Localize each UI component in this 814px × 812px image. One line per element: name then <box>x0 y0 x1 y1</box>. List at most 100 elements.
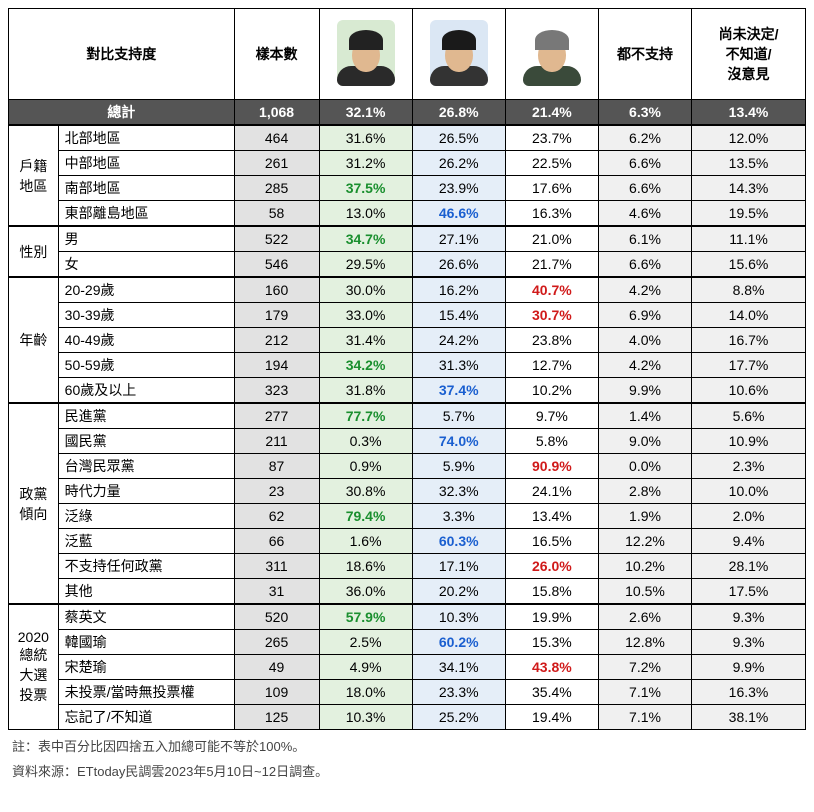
cell-none: 2.8% <box>598 479 691 504</box>
cell-c1: 0.3% <box>319 429 412 454</box>
table-row: 50-59歲19434.2%31.3%12.7%4.2%17.7% <box>9 353 806 378</box>
footnote-1: 註：表中百分比因四捨五入加總可能不等於100%。 <box>8 736 806 755</box>
cell-none: 4.2% <box>598 277 691 303</box>
cell-sample: 31 <box>234 579 319 605</box>
cell-c3: 19.4% <box>505 705 598 730</box>
table-row: 中部地區26131.2%26.2%22.5%6.6%13.5% <box>9 151 806 176</box>
cell-undecided: 9.3% <box>692 630 806 655</box>
cell-c2: 17.1% <box>412 554 505 579</box>
cell-sample: 265 <box>234 630 319 655</box>
cell-c1: 79.4% <box>319 504 412 529</box>
cell-c2: 60.2% <box>412 630 505 655</box>
cell-c3: 13.4% <box>505 504 598 529</box>
cell-c1: 37.5% <box>319 176 412 201</box>
header-candidate-1 <box>319 9 412 100</box>
cell-undecided: 19.5% <box>692 201 806 227</box>
cell-sample: 261 <box>234 151 319 176</box>
cell-c3: 15.3% <box>505 630 598 655</box>
cell-undecided: 9.3% <box>692 604 806 630</box>
table-row: 戶籍 地區北部地區46431.6%26.5%23.7%6.2%12.0% <box>9 125 806 151</box>
cell-c1: 30.0% <box>319 277 412 303</box>
row-label: 未投票/當時無投票權 <box>58 680 234 705</box>
cell-c3: 15.8% <box>505 579 598 605</box>
group-label: 政黨 傾向 <box>9 403 59 604</box>
avatar-1 <box>337 20 395 86</box>
cell-undecided: 13.5% <box>692 151 806 176</box>
header-main: 對比支持度 <box>9 9 235 100</box>
cell-none: 7.1% <box>598 705 691 730</box>
cell-c3: 43.8% <box>505 655 598 680</box>
cell-c1: 31.4% <box>319 328 412 353</box>
cell-sample: 49 <box>234 655 319 680</box>
cell-c2: 46.6% <box>412 201 505 227</box>
cell-c2: 34.1% <box>412 655 505 680</box>
cell-undecided: 16.7% <box>692 328 806 353</box>
cell-c1: 31.2% <box>319 151 412 176</box>
cell-c2: 3.3% <box>412 504 505 529</box>
cell-undecided: 14.0% <box>692 303 806 328</box>
cell-c3: 21.0% <box>505 226 598 252</box>
cell-none: 9.9% <box>598 378 691 404</box>
cell-c3: 5.8% <box>505 429 598 454</box>
total-label: 總計 <box>9 100 235 126</box>
cell-undecided: 12.0% <box>692 125 806 151</box>
table-row: 宋楚瑜494.9%34.1%43.8%7.2%9.9% <box>9 655 806 680</box>
cell-none: 1.9% <box>598 504 691 529</box>
cell-sample: 323 <box>234 378 319 404</box>
cell-c3: 17.6% <box>505 176 598 201</box>
row-label: 忘記了/不知道 <box>58 705 234 730</box>
table-row: 不支持任何政黨31118.6%17.1%26.0%10.2%28.1% <box>9 554 806 579</box>
row-label: 時代力量 <box>58 479 234 504</box>
cell-c3: 90.9% <box>505 454 598 479</box>
cell-c2: 26.2% <box>412 151 505 176</box>
total-sample: 1,068 <box>234 100 319 126</box>
cell-c3: 23.7% <box>505 125 598 151</box>
table-row: 女54629.5%26.6%21.7%6.6%15.6% <box>9 252 806 278</box>
table-row: 40-49歲21231.4%24.2%23.8%4.0%16.7% <box>9 328 806 353</box>
cell-c3: 40.7% <box>505 277 598 303</box>
cell-sample: 277 <box>234 403 319 429</box>
cell-c3: 19.9% <box>505 604 598 630</box>
cell-sample: 522 <box>234 226 319 252</box>
cell-sample: 58 <box>234 201 319 227</box>
cell-undecided: 9.9% <box>692 655 806 680</box>
row-label: 韓國瑜 <box>58 630 234 655</box>
header-candidate-3 <box>505 9 598 100</box>
cell-undecided: 10.9% <box>692 429 806 454</box>
cell-none: 10.5% <box>598 579 691 605</box>
cell-none: 9.0% <box>598 429 691 454</box>
table-row: 2020 總統 大選 投票蔡英文52057.9%10.3%19.9%2.6%9.… <box>9 604 806 630</box>
cell-c1: 13.0% <box>319 201 412 227</box>
cell-sample: 62 <box>234 504 319 529</box>
cell-undecided: 17.7% <box>692 353 806 378</box>
cell-undecided: 2.3% <box>692 454 806 479</box>
row-label: 宋楚瑜 <box>58 655 234 680</box>
table-body: 總計1,06832.1%26.8%21.4%6.3%13.4%戶籍 地區北部地區… <box>9 100 806 730</box>
table-row: 性別男52234.7%27.1%21.0%6.1%11.1% <box>9 226 806 252</box>
cell-c2: 15.4% <box>412 303 505 328</box>
cell-c2: 23.3% <box>412 680 505 705</box>
cell-c1: 34.2% <box>319 353 412 378</box>
row-label: 女 <box>58 252 234 278</box>
cell-undecided: 9.4% <box>692 529 806 554</box>
table-row: 國民黨2110.3%74.0%5.8%9.0%10.9% <box>9 429 806 454</box>
cell-c2: 23.9% <box>412 176 505 201</box>
cell-c3: 12.7% <box>505 353 598 378</box>
cell-c1: 18.6% <box>319 554 412 579</box>
row-label: 男 <box>58 226 234 252</box>
avatar-2 <box>430 20 488 86</box>
cell-c2: 5.7% <box>412 403 505 429</box>
cell-none: 6.1% <box>598 226 691 252</box>
cell-undecided: 17.5% <box>692 579 806 605</box>
cell-undecided: 14.3% <box>692 176 806 201</box>
cell-sample: 546 <box>234 252 319 278</box>
row-label: 20-29歲 <box>58 277 234 303</box>
table-row: 政黨 傾向民進黨27777.7%5.7%9.7%1.4%5.6% <box>9 403 806 429</box>
row-label: 40-49歲 <box>58 328 234 353</box>
cell-c1: 57.9% <box>319 604 412 630</box>
row-label: 東部離島地區 <box>58 201 234 227</box>
cell-undecided: 10.6% <box>692 378 806 404</box>
table-row: 60歲及以上32331.8%37.4%10.2%9.9%10.6% <box>9 378 806 404</box>
cell-sample: 109 <box>234 680 319 705</box>
cell-c2: 16.2% <box>412 277 505 303</box>
